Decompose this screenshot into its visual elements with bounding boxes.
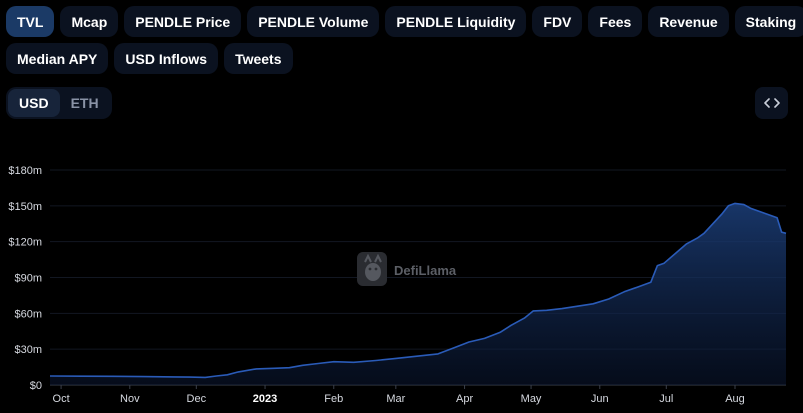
tab-pendle-price[interactable]: PENDLE Price <box>124 6 242 37</box>
tab-label: Revenue <box>659 13 718 30</box>
y-tick-label: $0 <box>30 380 42 392</box>
tab-label: Fees <box>599 13 632 30</box>
currency-usd-button[interactable]: USD <box>8 89 60 117</box>
x-tick-label: Apr <box>456 393 473 405</box>
tab-label: PENDLE Liquidity <box>396 13 516 30</box>
tab-label: FDV <box>543 13 572 30</box>
embed-button[interactable] <box>755 87 788 119</box>
tab-fees[interactable]: Fees <box>588 6 643 37</box>
x-tick-label: Mar <box>386 393 405 405</box>
y-axis: $0 $30m $60m $90m $120m $150m $180m <box>8 165 42 392</box>
tab-tweets[interactable]: Tweets <box>224 43 293 74</box>
x-tick-label: Jul <box>659 393 673 405</box>
tab-label: TVL <box>17 13 44 30</box>
y-tick-label: $60m <box>14 308 42 320</box>
y-tick-label: $150m <box>8 201 42 213</box>
currency-label: USD <box>19 95 49 111</box>
tab-label: USD Inflows <box>125 50 208 67</box>
tab-label: Staking <box>745 13 797 30</box>
x-tick-label: May <box>521 393 542 405</box>
watermark-text: DefiLlama <box>394 263 457 278</box>
metric-tabs-row-1: TVL Mcap PENDLE Price PENDLE Volume PEND… <box>6 6 803 37</box>
tab-label: Mcap <box>71 13 108 30</box>
tab-staking[interactable]: Staking <box>734 6 803 37</box>
currency-eth-button[interactable]: ETH <box>60 89 110 117</box>
x-tick-label: 2023 <box>253 393 277 405</box>
x-tick-label: Oct <box>53 393 70 405</box>
tab-label: PENDLE Price <box>135 13 231 30</box>
currency-label: ETH <box>70 95 99 111</box>
tab-pendle-volume[interactable]: PENDLE Volume <box>247 6 380 37</box>
tab-label: Median APY <box>17 50 98 67</box>
tab-fdv[interactable]: FDV <box>532 6 583 37</box>
x-tick-label: Nov <box>120 393 140 405</box>
tab-revenue[interactable]: Revenue <box>648 6 729 37</box>
x-tick-label: Dec <box>187 393 207 405</box>
series-line <box>49 202 787 379</box>
metric-tabs-row-2: Median APY USD Inflows Tweets <box>6 43 293 74</box>
x-tick-label: Feb <box>324 393 343 405</box>
llama-logo-icon <box>357 252 387 286</box>
tab-median-apy[interactable]: Median APY <box>6 43 109 74</box>
x-tick-label: Jun <box>591 393 609 405</box>
y-tick-label: $180m <box>8 165 42 177</box>
area-series <box>49 202 787 385</box>
tab-label: Tweets <box>235 50 282 67</box>
series-area-fill <box>50 203 786 385</box>
code-brackets-icon <box>763 98 780 108</box>
y-tick-label: $30m <box>14 344 42 356</box>
watermark: DefiLlama <box>357 252 457 286</box>
tab-mcap[interactable]: Mcap <box>60 6 119 37</box>
tab-tvl[interactable]: TVL <box>6 6 55 37</box>
y-tick-label: $120m <box>8 237 42 249</box>
currency-toggle: USD ETH <box>6 87 112 119</box>
tab-label: PENDLE Volume <box>258 13 369 30</box>
x-tick-label: Aug <box>725 393 745 405</box>
x-axis: Oct Nov Dec 2023 Feb Mar Apr May Jun Jul Aug <box>53 385 745 405</box>
tab-pendle-liquidity[interactable]: PENDLE Liquidity <box>385 6 527 37</box>
y-tick-label: $90m <box>14 273 42 285</box>
tab-usd-inflows[interactable]: USD Inflows <box>114 43 219 74</box>
